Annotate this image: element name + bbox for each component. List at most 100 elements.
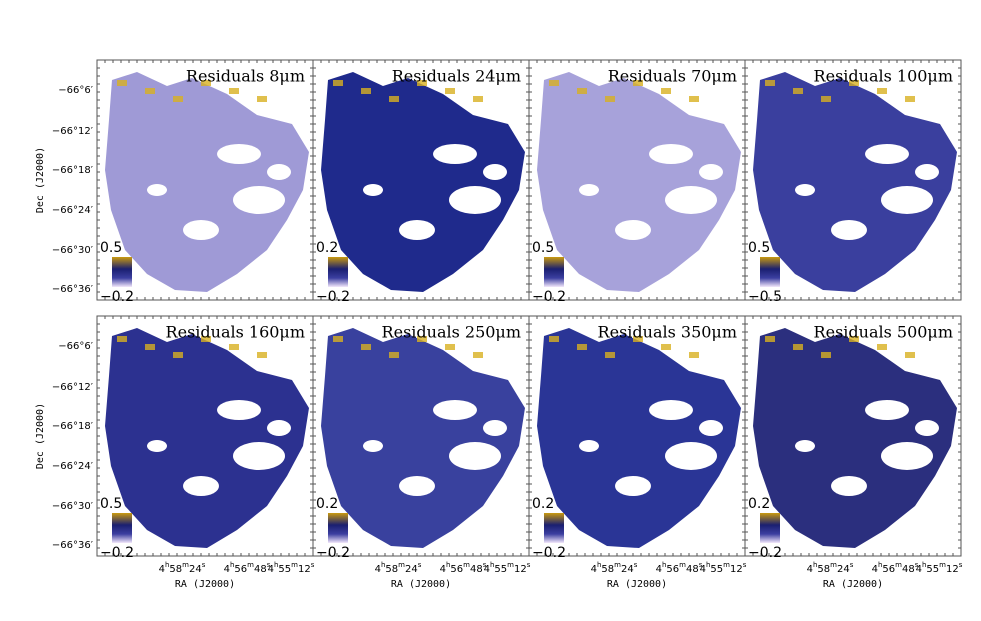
bright-patch — [633, 336, 643, 342]
bright-patch — [877, 88, 887, 94]
colorbar — [760, 513, 780, 543]
y-tick-label: −66°24′ — [52, 461, 94, 472]
panel-title: Residuals 350μm — [598, 323, 737, 342]
bright-patch — [577, 88, 587, 94]
map-hole — [363, 440, 383, 452]
colorbar-min: −0.2 — [748, 545, 782, 561]
bright-patch — [577, 344, 587, 350]
bright-patch — [445, 344, 455, 350]
x-tick-part: m — [247, 561, 254, 569]
map-hole — [795, 184, 815, 196]
x-tick-label: 4h55m12s — [700, 561, 747, 575]
x-tick-part: 55 — [494, 564, 507, 575]
x-tick-part: 48 — [254, 564, 267, 575]
x-tick-part: s — [699, 561, 703, 569]
map-hole — [147, 440, 167, 452]
colorbar-max: 0.5 — [748, 240, 770, 256]
x-axis-label: RA (J2000) — [823, 579, 883, 590]
y-tick-label: −66°30′ — [52, 501, 94, 512]
x-tick-part: 55 — [710, 564, 723, 575]
y-tick-label: −66°12′ — [52, 126, 94, 137]
x-tick-part: s — [418, 561, 422, 569]
x-tick-part: 12 — [514, 564, 527, 575]
bright-patch — [417, 336, 427, 342]
map-hole — [881, 186, 933, 214]
residual-map — [105, 72, 309, 292]
x-tick-part: 4 — [484, 564, 490, 575]
x-tick-part: h — [165, 561, 169, 569]
x-tick-label: 4h58m24s — [591, 561, 638, 575]
bright-patch — [905, 352, 915, 358]
bright-patch — [229, 88, 239, 94]
map-hole — [233, 186, 285, 214]
x-tick-part: 12 — [946, 564, 959, 575]
x-tick-label: 4h56m48s — [656, 561, 703, 575]
map-hole — [615, 476, 651, 496]
bright-patch — [793, 88, 803, 94]
x-tick-part: 4 — [700, 564, 706, 575]
x-tick-part: 24 — [837, 564, 850, 575]
bright-patch — [877, 344, 887, 350]
x-tick-label: 4h56m48s — [440, 561, 487, 575]
x-tick-part: s — [202, 561, 206, 569]
bright-patch — [821, 96, 831, 102]
x-tick-part: 56 — [882, 564, 895, 575]
panel: Residuals 160μm 0.5 −0.2 −66°6′ −66°12′ −66°1… — [52, 315, 315, 590]
x-tick-part: 12 — [298, 564, 311, 575]
colorbar-min: −0.5 — [748, 289, 782, 305]
x-tick-part: 4 — [268, 564, 274, 575]
panel: Residuals 70μm 0.5 −0.2 — [528, 59, 746, 305]
bright-patch — [661, 344, 671, 350]
map-hole — [881, 442, 933, 470]
y-tick-label: −66°12′ — [52, 382, 94, 393]
x-tick-part: 4 — [872, 564, 878, 575]
colorbar — [112, 257, 132, 287]
x-tick-part: s — [915, 561, 919, 569]
x-tick-part: 4 — [656, 564, 662, 575]
bright-patch — [793, 344, 803, 350]
map-hole — [831, 220, 867, 240]
map-hole — [649, 400, 693, 420]
x-tick-part: h — [922, 561, 926, 569]
x-tick-part: s — [311, 561, 315, 569]
x-tick-part: m — [398, 561, 405, 569]
bright-patch — [549, 80, 559, 86]
colorbar-min: −0.2 — [100, 545, 134, 561]
bright-patch — [257, 352, 267, 358]
x-tick-part: 58 — [385, 564, 398, 575]
x-axis-label: RA (J2000) — [175, 579, 235, 590]
colorbar-min: −0.2 — [100, 289, 134, 305]
x-tick-part: m — [614, 561, 621, 569]
x-tick-part: h — [446, 561, 450, 569]
map-hole — [399, 220, 435, 240]
y-tick-label: −66°18′ — [52, 421, 94, 432]
bright-patch — [473, 352, 483, 358]
x-tick-part: h — [230, 561, 234, 569]
x-tick-part: 58 — [817, 564, 830, 575]
colorbar-max: 0.5 — [100, 496, 122, 512]
x-tick-part: 4 — [807, 564, 813, 575]
panel-title: Residuals 500μm — [814, 323, 953, 342]
x-tick-label: 4h55m12s — [484, 561, 531, 575]
x-tick-part: h — [274, 561, 278, 569]
panel: Residuals 100μm 0.5 −0.5 — [744, 59, 962, 305]
x-tick-part: h — [490, 561, 494, 569]
bright-patch — [389, 352, 399, 358]
x-tick-part: 24 — [189, 564, 202, 575]
x-tick-label: 4h58m24s — [159, 561, 206, 575]
x-tick-part: h — [813, 561, 817, 569]
bright-patch — [201, 336, 211, 342]
map-hole — [183, 220, 219, 240]
panel: Residuals 8μm 0.5 −0.2 −66°6′ −66°12′ −66°18′… — [52, 59, 314, 305]
y-tick-label: −66°36′ — [52, 284, 94, 295]
x-tick-part: 56 — [450, 564, 463, 575]
x-tick-part: 4 — [224, 564, 230, 575]
map-hole — [579, 184, 599, 196]
x-tick-part: h — [662, 561, 666, 569]
panel-title: Residuals 100μm — [814, 67, 953, 86]
x-tick-part: 58 — [169, 564, 182, 575]
residual-map — [321, 72, 525, 292]
bright-patch — [765, 336, 775, 342]
map-hole — [665, 442, 717, 470]
x-tick-part: 4 — [159, 564, 165, 575]
